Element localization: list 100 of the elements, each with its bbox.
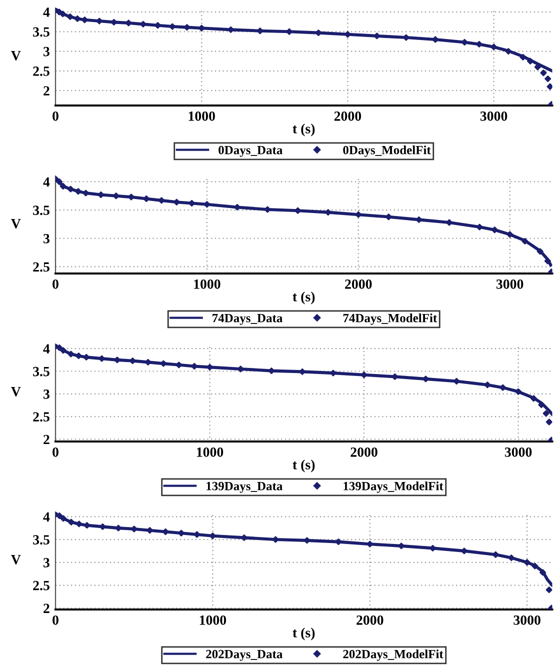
point bbox=[490, 44, 498, 50]
y-tick-label: 4 bbox=[43, 344, 50, 354]
y-tick-label: 3.5 bbox=[33, 206, 50, 216]
point bbox=[146, 527, 154, 534]
x-tick-label: 3000 bbox=[514, 615, 540, 625]
point bbox=[129, 358, 136, 364]
point bbox=[143, 195, 150, 202]
point bbox=[476, 40, 482, 48]
point bbox=[158, 197, 165, 204]
point bbox=[461, 38, 468, 46]
point bbox=[506, 231, 514, 238]
point bbox=[56, 344, 63, 351]
point bbox=[144, 358, 152, 366]
point bbox=[178, 530, 185, 536]
point bbox=[540, 70, 547, 76]
legend-label: 202Days_Data bbox=[206, 650, 282, 661]
point bbox=[191, 362, 198, 370]
point bbox=[56, 512, 63, 520]
y-tick-label: 2.5 bbox=[33, 66, 50, 76]
x-tick-label: 3000 bbox=[496, 279, 524, 289]
y-tick-label: 3 bbox=[44, 234, 50, 244]
legend-label: 139Days_ModelFit bbox=[344, 482, 444, 493]
point bbox=[84, 522, 90, 529]
point bbox=[67, 186, 74, 192]
point bbox=[98, 355, 106, 362]
point bbox=[112, 192, 120, 200]
x-axis-title: t (s) bbox=[292, 124, 315, 136]
point bbox=[237, 366, 244, 372]
point bbox=[60, 347, 67, 354]
y-axis-title: V bbox=[11, 219, 21, 228]
point bbox=[256, 28, 264, 34]
legend-label: 139Days_Data bbox=[206, 482, 282, 493]
x-tick-label: 1000 bbox=[188, 111, 215, 121]
x-tick-label: 0 bbox=[52, 447, 58, 457]
y-tick-label: 2.5 bbox=[33, 262, 50, 272]
point bbox=[385, 214, 392, 220]
y-tick-label: 2.5 bbox=[33, 412, 50, 422]
point bbox=[154, 22, 162, 29]
y-tick-label: 3.5 bbox=[33, 366, 50, 376]
point bbox=[544, 258, 551, 264]
point bbox=[68, 350, 74, 358]
point bbox=[542, 410, 550, 417]
point bbox=[60, 515, 67, 522]
y-tick-label: 3 bbox=[44, 46, 50, 56]
y-tick-label: 4 bbox=[43, 177, 50, 187]
point bbox=[160, 360, 167, 367]
y-axis-title: V bbox=[11, 555, 21, 564]
point bbox=[505, 48, 512, 55]
point bbox=[536, 248, 544, 255]
point bbox=[453, 378, 460, 385]
point bbox=[60, 182, 66, 190]
point bbox=[209, 532, 216, 540]
point bbox=[74, 188, 82, 195]
y-tick-label: 3.5 bbox=[33, 27, 50, 37]
point bbox=[534, 64, 541, 70]
point bbox=[173, 198, 180, 206]
x-tick-label: 2000 bbox=[334, 111, 362, 121]
point bbox=[522, 238, 528, 245]
y-tick-label: 2 bbox=[44, 86, 50, 96]
point bbox=[125, 20, 132, 26]
x-axis-title: t (s) bbox=[292, 292, 315, 304]
legend-label: 0Days_ModelFit bbox=[343, 146, 431, 157]
y-tick-label: 4 bbox=[43, 512, 50, 522]
point bbox=[508, 554, 515, 562]
point bbox=[204, 201, 210, 208]
point bbox=[527, 58, 534, 64]
point bbox=[264, 206, 271, 213]
point bbox=[184, 24, 190, 31]
x-tick-label: 3000 bbox=[480, 111, 508, 121]
x-tick-label: 3000 bbox=[504, 447, 532, 457]
point bbox=[228, 26, 234, 33]
x-axis-title: t (s) bbox=[292, 628, 315, 640]
point bbox=[110, 18, 118, 26]
point bbox=[60, 10, 66, 18]
point bbox=[98, 191, 104, 198]
point bbox=[294, 207, 302, 214]
point bbox=[446, 219, 453, 226]
y-axis-title: V bbox=[11, 51, 21, 60]
point bbox=[176, 362, 182, 368]
point bbox=[115, 524, 122, 532]
point bbox=[272, 536, 279, 543]
point bbox=[66, 13, 74, 20]
y-tick-label: 2 bbox=[44, 604, 50, 613]
point bbox=[82, 190, 90, 196]
point bbox=[398, 542, 405, 550]
point bbox=[416, 216, 422, 223]
x-tick-label: 0 bbox=[52, 111, 58, 121]
x-tick-label: 0 bbox=[52, 279, 58, 289]
y-tick-label: 3.5 bbox=[33, 535, 50, 545]
point bbox=[56, 178, 63, 186]
point bbox=[81, 16, 88, 24]
x-tick-label: 1000 bbox=[196, 447, 224, 457]
point bbox=[99, 523, 106, 530]
point bbox=[355, 211, 362, 218]
point bbox=[130, 526, 138, 532]
point bbox=[544, 75, 552, 82]
point bbox=[194, 531, 200, 538]
point bbox=[546, 418, 552, 426]
point bbox=[76, 520, 82, 528]
y-tick-label: 2 bbox=[44, 434, 50, 444]
